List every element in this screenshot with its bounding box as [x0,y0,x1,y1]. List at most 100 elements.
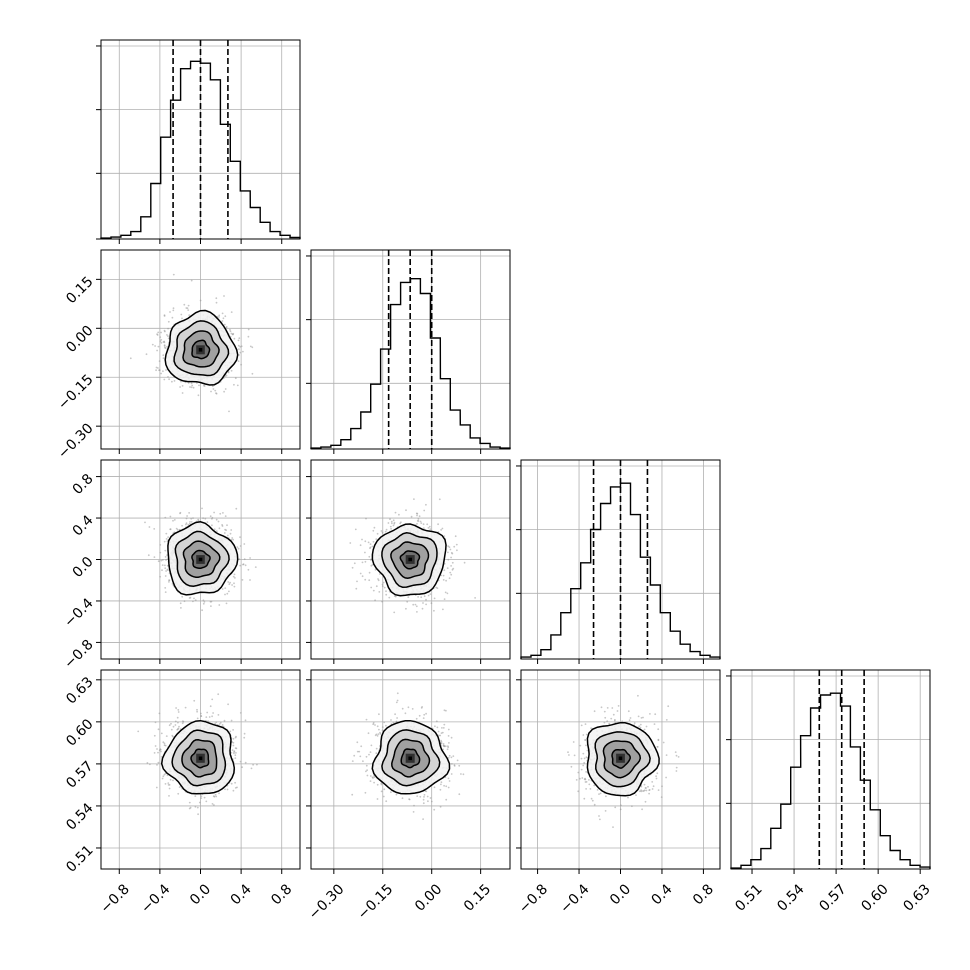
scatter-point [203,796,206,799]
scatter-point [158,712,161,715]
scatter-point [198,801,201,804]
scatter-point [381,729,384,732]
scatter-point [433,808,436,811]
scatter-point [157,560,160,563]
scatter-point [359,544,362,547]
scatter-point [160,372,163,375]
scatter-point [157,728,160,731]
scatter-point [165,735,168,737]
scatter-point [372,723,375,726]
scatter-point [176,528,179,531]
scatter-point [168,579,171,581]
scatter-point [189,521,191,523]
scatter-point [416,611,418,613]
scatter-point [229,581,232,584]
scatter-point [429,797,432,799]
scatter-point [157,331,160,334]
scatter-point [201,609,204,612]
scatter-point [389,525,392,528]
scatter-point [368,555,371,558]
scatter-point [234,787,237,789]
scatter-point [187,304,190,307]
scatter-point [356,741,359,744]
scatter-point [173,519,176,521]
pair-panel-0-2 [100,459,301,660]
scatter-point [194,795,197,797]
scatter-point [446,567,449,569]
scatter-point [427,527,430,529]
histogram-panel-2 [516,459,721,660]
scatter-point [167,569,169,571]
scatter-point [223,532,226,534]
scatter-point [164,567,167,570]
scatter-point [234,577,236,579]
scatter-point [223,295,225,297]
scatter-point [423,794,426,796]
scatter-point [362,760,364,763]
scatter-point [231,749,234,751]
scatter-point [157,345,160,348]
scatter-point [232,789,235,792]
scatter-point [368,571,371,574]
scatter-point [158,369,161,371]
scatter-point [418,515,421,518]
scatter-point [197,813,200,816]
scatter-point [145,353,148,356]
scatter-point [241,766,244,769]
scatter-point [169,528,172,531]
scatter-point [175,527,178,530]
scatter-point [156,748,158,750]
scatter-point [233,337,236,340]
scatter-point [232,575,235,578]
scatter-point [163,378,166,381]
scatter-point [353,562,356,565]
scatter-point [218,316,220,318]
scatter-point [247,335,250,338]
scatter-point [229,330,232,333]
scatter-point [210,390,212,393]
scatter-point [181,385,184,387]
scatter-point [422,818,424,820]
scatter-point [168,795,170,797]
scatter-point [228,583,231,586]
scatter-point [396,717,398,719]
scatter-point [413,804,415,807]
scatter-point [422,802,425,805]
scatter-point [234,781,237,784]
scatter-point [442,608,444,611]
scatter-point [229,532,232,535]
scatter-point [233,751,236,753]
scatter-point [370,558,372,561]
scatter-point [368,579,371,582]
scatter-point [384,530,387,533]
scatter-point [167,327,170,330]
scatter-point [221,724,224,726]
scatter-point [256,763,258,766]
scatter-point [197,394,200,397]
scatter-point [416,514,418,517]
scatter-point [372,540,375,543]
scatter-point [183,303,186,306]
scatter-point [167,782,170,784]
scatter-point [217,693,220,696]
scatter-point [393,522,396,525]
scatter-point [172,273,175,276]
scatter-point [202,517,205,520]
scatter-point [374,724,376,726]
scatter-point [370,586,373,589]
scatter-point [230,782,233,785]
scatter-point [214,722,217,725]
scatter-point [440,529,442,531]
scatter-point [239,345,242,348]
scatter-point [226,788,229,791]
scatter-point [181,722,184,725]
scatter-point [243,732,246,735]
scatter-point [155,369,158,372]
scatter-point [162,370,164,373]
scatter-point [174,720,177,723]
scatter-point [162,741,165,744]
scatter-point [448,577,451,580]
scatter-point [369,543,372,545]
scatter-point [162,341,165,343]
pair-panel-1-3 [310,669,511,870]
